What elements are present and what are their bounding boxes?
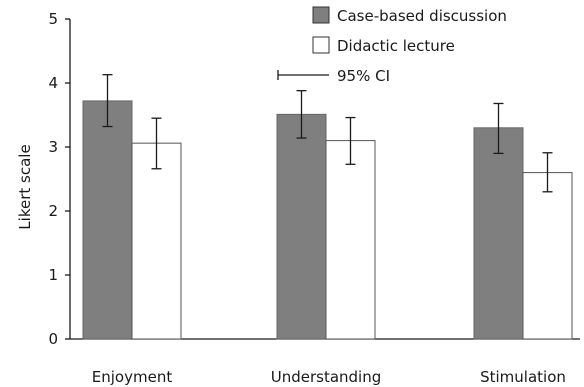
bars (82, 100, 573, 340)
y-tick-label-0: 0 (48, 330, 58, 348)
x-tick-labels: Enjoyment Understanding Stimulation (92, 368, 566, 386)
legend-label-didactic: Didactic lecture (337, 37, 455, 55)
y-tick-label-4: 4 (48, 74, 58, 92)
legend-label-case-based: Case-based discussion (337, 7, 507, 25)
y-tick-label-5: 5 (48, 10, 58, 28)
x-tick-label-stimulation: Stimulation (480, 368, 566, 386)
bar-enjoyment-series-1 (82, 100, 133, 340)
x-tick-label-understanding: Understanding (271, 368, 382, 386)
y-axis-label: Likert scale (16, 144, 34, 229)
bar-stimulation-series-1 (473, 127, 524, 340)
bar-understanding-series-2 (325, 140, 376, 340)
legend-swatch-case-based (312, 6, 330, 24)
legend-swatch-didactic (312, 36, 330, 54)
legend-ci-label: 95% CI (337, 67, 390, 85)
bar-understanding-series-1 (276, 113, 327, 340)
y-tick-label-1: 1 (48, 266, 58, 284)
x-tick-label-enjoyment: Enjoyment (92, 368, 173, 386)
y-tick-label-2: 2 (48, 202, 58, 220)
bar-enjoyment-series-2 (131, 142, 182, 340)
bar-stimulation-series-2 (522, 172, 573, 340)
error-bars (102, 74, 553, 193)
y-tick-label-3: 3 (48, 138, 58, 156)
legend: Case-based discussion Didactic lecture 9… (277, 6, 507, 85)
